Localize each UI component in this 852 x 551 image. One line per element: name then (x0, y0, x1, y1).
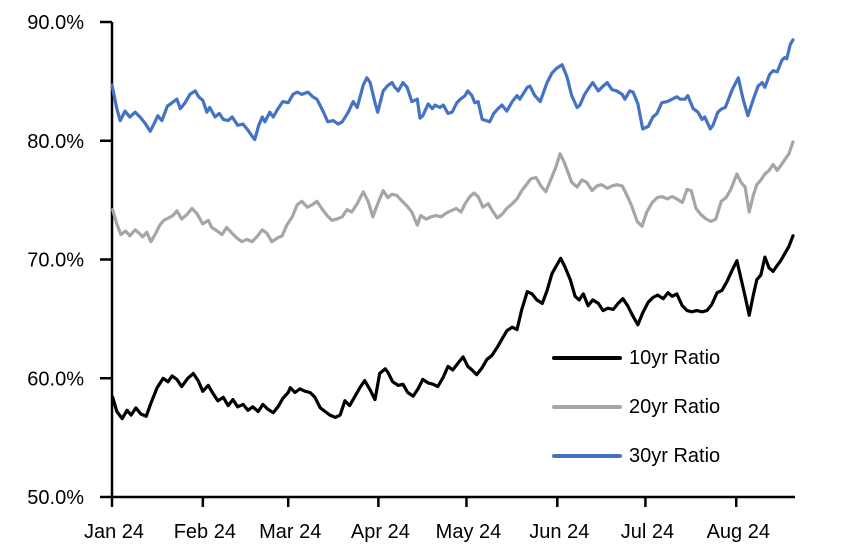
legend-label-30yr: 30yr Ratio (629, 445, 721, 467)
x-axis-tick-label: Jul 24 (621, 521, 674, 543)
y-axis-tick-label: 50.0% (27, 487, 84, 509)
legend-item-30yr: 30yr Ratio (552, 443, 720, 469)
legend-label-20yr: 20yr Ratio (629, 396, 721, 418)
y-axis-tick-label: 80.0% (27, 131, 84, 153)
legend-swatch-30yr-line (552, 454, 622, 458)
x-axis-tick-label: Feb 24 (174, 521, 236, 543)
series-line-10yr-ratio (111, 234, 795, 421)
x-axis-tick-label: May 24 (436, 521, 502, 543)
legend-item-20yr: 20yr Ratio (552, 394, 720, 420)
y-axis-tick-label: 90.0% (27, 12, 84, 34)
series-line-20yr-ratio (111, 140, 795, 244)
x-axis-tick-label: Aug 24 (707, 521, 770, 543)
y-axis-tick-label: 60.0% (27, 368, 84, 390)
series-line-30yr-ratio (110, 38, 795, 142)
legend-swatch-10yr-line (552, 356, 622, 360)
x-axis-tick-label: Jan 24 (84, 521, 144, 543)
legend-item-10yr: 10yr Ratio (552, 345, 720, 371)
x-axis-tick-label: Apr 24 (351, 521, 410, 543)
x-axis-tick-label: Jun 24 (529, 521, 589, 543)
y-axis-tick-label: 70.0% (27, 250, 84, 272)
x-axis-tick-label: Mar 24 (259, 521, 321, 543)
legend-swatch-20yr-line (552, 405, 622, 409)
chart-legend: 10yr Ratio 20yr Ratio 30yr Ratio (552, 345, 720, 492)
legend-label-10yr: 10yr Ratio (629, 347, 721, 369)
